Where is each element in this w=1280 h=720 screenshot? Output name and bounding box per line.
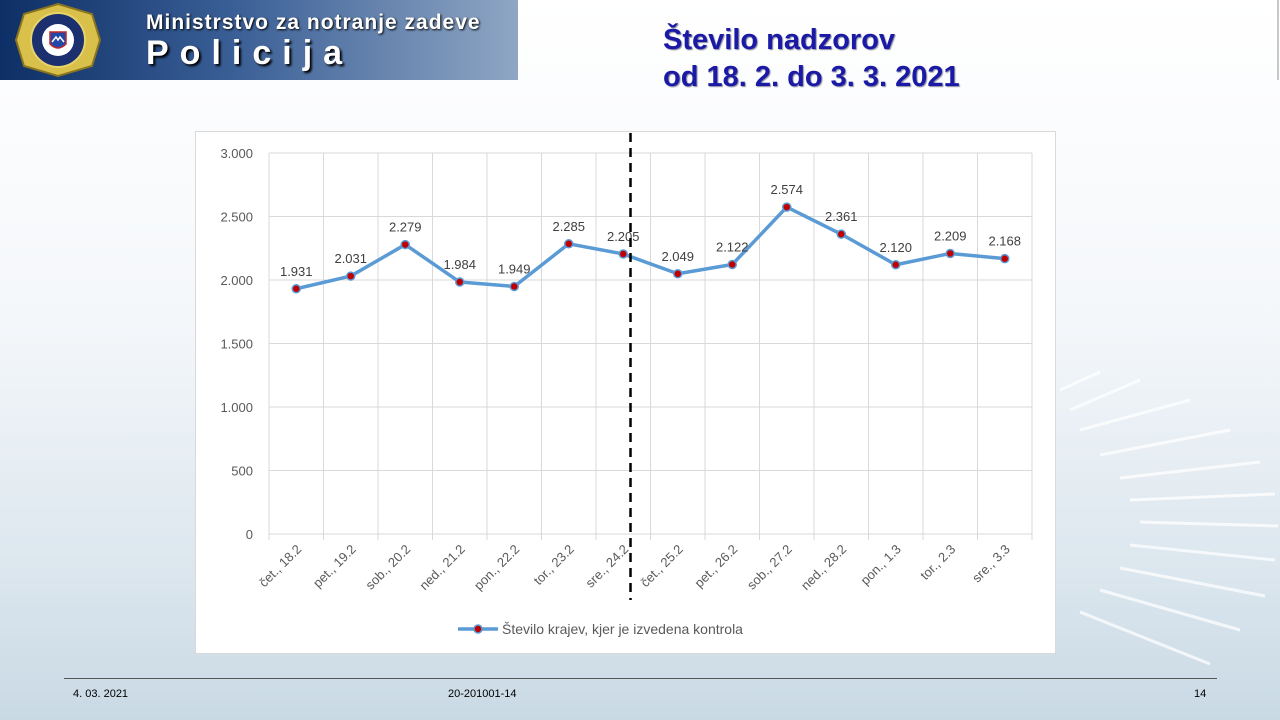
y-tick-label: 3.000 [220, 146, 253, 161]
data-label: 1.949 [498, 261, 531, 276]
divider-line [1277, 0, 1279, 80]
y-tick-label: 1.000 [220, 400, 253, 415]
data-label: 2.168 [988, 234, 1021, 249]
x-tick-label: pon., 22.2 [471, 542, 522, 593]
ministry-name: Ministrstvo za notranje zadeve [146, 11, 481, 34]
page-number: 14 [1194, 688, 1207, 700]
x-tick-label: sre., 3.3 [969, 542, 1013, 586]
data-point [564, 239, 574, 249]
y-tick-label: 500 [231, 464, 253, 479]
data-point [891, 260, 901, 270]
x-tick-label: sob., 27.2 [744, 542, 795, 593]
x-tick-label: sob., 20.2 [362, 542, 413, 593]
x-tick-label: tor., 2.3 [917, 542, 958, 583]
legend-marker [473, 624, 483, 634]
data-label: 2.209 [934, 228, 967, 243]
x-tick-label: ned., 28.2 [798, 542, 849, 593]
data-label: 2.049 [661, 249, 694, 264]
x-tick-label: pon., 1.3 [857, 542, 903, 588]
x-tick-label: čet., 25.2 [637, 542, 685, 590]
slide-title: Število nadzorov od 18. 2. do 3. 3. 2021 [663, 22, 960, 96]
x-tick-label: sre., 24.2 [582, 542, 631, 591]
data-point [727, 259, 737, 270]
data-point [400, 239, 410, 250]
data-point [836, 229, 846, 239]
data-point [291, 284, 301, 294]
data-point [782, 202, 792, 212]
data-label: 2.361 [825, 209, 858, 224]
police-badge-logo [14, 2, 102, 78]
data-label: 1.984 [443, 257, 476, 272]
data-label: 2.122 [716, 240, 749, 255]
data-point [618, 249, 628, 259]
x-tick-label: ned., 21.2 [416, 542, 467, 593]
data-label: 2.279 [389, 220, 422, 235]
y-tick-label: 0 [246, 527, 253, 542]
series-line [295, 205, 1005, 291]
x-tick-label: pet., 26.2 [691, 542, 740, 591]
x-tick-label: tor., 23.2 [530, 542, 576, 588]
footer-code: 20-201001-14 [448, 688, 517, 700]
footer-date: 4. 03. 2021 [73, 688, 129, 700]
data-point [673, 269, 683, 279]
data-point [1000, 253, 1010, 264]
y-tick-label: 2.000 [220, 273, 253, 288]
data-point [455, 277, 465, 287]
title-line-2: od 18. 2. do 3. 3. 2021 [663, 61, 960, 93]
footer-rule [64, 678, 1217, 679]
y-tick-label: 2.500 [220, 210, 253, 225]
data-label: 2.574 [770, 182, 803, 197]
data-label: 2.120 [879, 240, 912, 255]
y-tick-label: 1.500 [220, 337, 253, 352]
data-point [509, 281, 519, 292]
data-label: 1.931 [280, 264, 313, 279]
x-tick-label: čet., 18.2 [256, 542, 304, 590]
data-label: 2.031 [334, 251, 367, 266]
legend-label: Število krajev, kjer je izvedena kontrol… [502, 621, 743, 637]
chart-panel: 0 500 1.000 1.500 2.000 2.500 3.000 čet., 18.2 p… [195, 131, 1056, 654]
data-point [346, 271, 356, 281]
data-label: 2.205 [607, 229, 640, 244]
header-banner: Ministrstvo za notranje zadeve Policija [0, 0, 518, 80]
title-line-1: Število nadzorov [663, 24, 896, 56]
policija-title: Policija [146, 34, 354, 72]
data-label: 2.285 [552, 219, 585, 234]
x-tick-label: pet., 19.2 [310, 542, 359, 591]
data-point [945, 248, 955, 259]
